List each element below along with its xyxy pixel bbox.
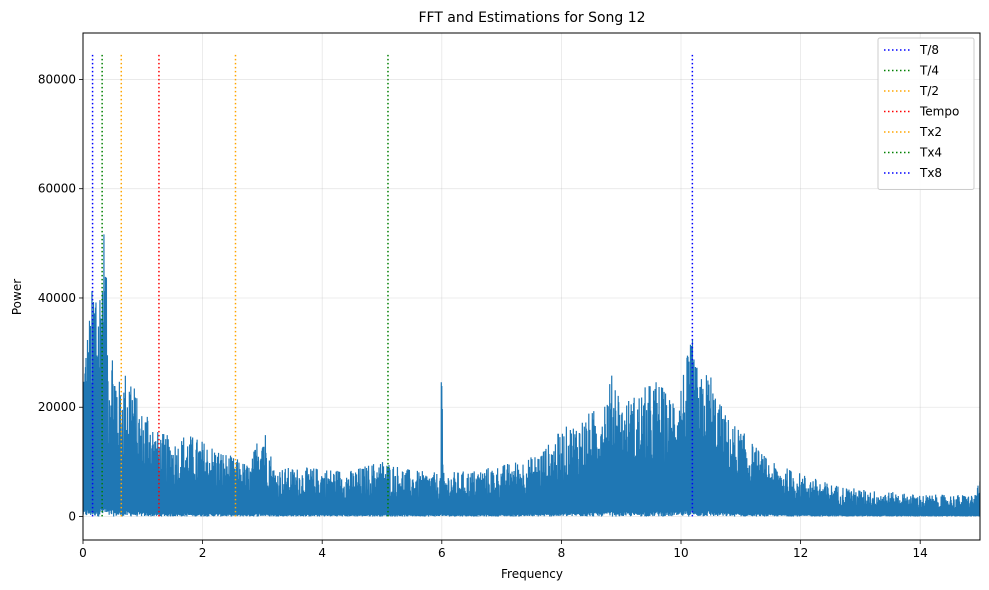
y-tick-label: 60000 [38, 182, 76, 196]
y-axis-ticks: 0 20000 40000 60000 80000 [38, 72, 83, 524]
legend-label: Tx8 [919, 166, 942, 180]
x-axis-ticks: 0 2 4 6 8 10 12 14 [79, 540, 928, 560]
x-tick-label: 14 [913, 546, 928, 560]
legend-label: Tx4 [919, 146, 942, 160]
x-axis-label: Frequency [501, 567, 563, 581]
y-tick-label: 80000 [38, 72, 76, 86]
legend-box [877, 37, 975, 190]
plot-frame [82, 32, 981, 541]
x-tick-label: 0 [79, 546, 87, 560]
x-tick-label: 12 [793, 546, 808, 560]
estimation-lines [91, 54, 694, 517]
legend-label: T/2 [919, 84, 939, 98]
grid-lines [82, 33, 980, 540]
legend: T/8 T/4 T/2 Tempo Tx2 Tx4 Tx8 [877, 37, 975, 190]
y-tick-label: 20000 [38, 400, 76, 414]
legend-label: T/4 [919, 64, 939, 78]
x-tick-label: 10 [673, 546, 688, 560]
x-tick-label: 2 [199, 546, 207, 560]
legend-label: T/8 [919, 43, 939, 57]
chart-title: FFT and Estimations for Song 12 [418, 10, 645, 26]
legend-label: Tx2 [919, 125, 942, 139]
y-tick-label: 0 [68, 510, 76, 524]
x-tick-label: 4 [318, 546, 326, 560]
x-tick-label: 6 [438, 546, 446, 560]
legend-label: Tempo [919, 105, 959, 119]
y-tick-label: 40000 [38, 291, 76, 305]
x-tick-label: 8 [558, 546, 566, 560]
y-axis-label: Power [10, 279, 24, 315]
fft-spectrum-line [83, 234, 980, 517]
plot-area [83, 234, 980, 517]
